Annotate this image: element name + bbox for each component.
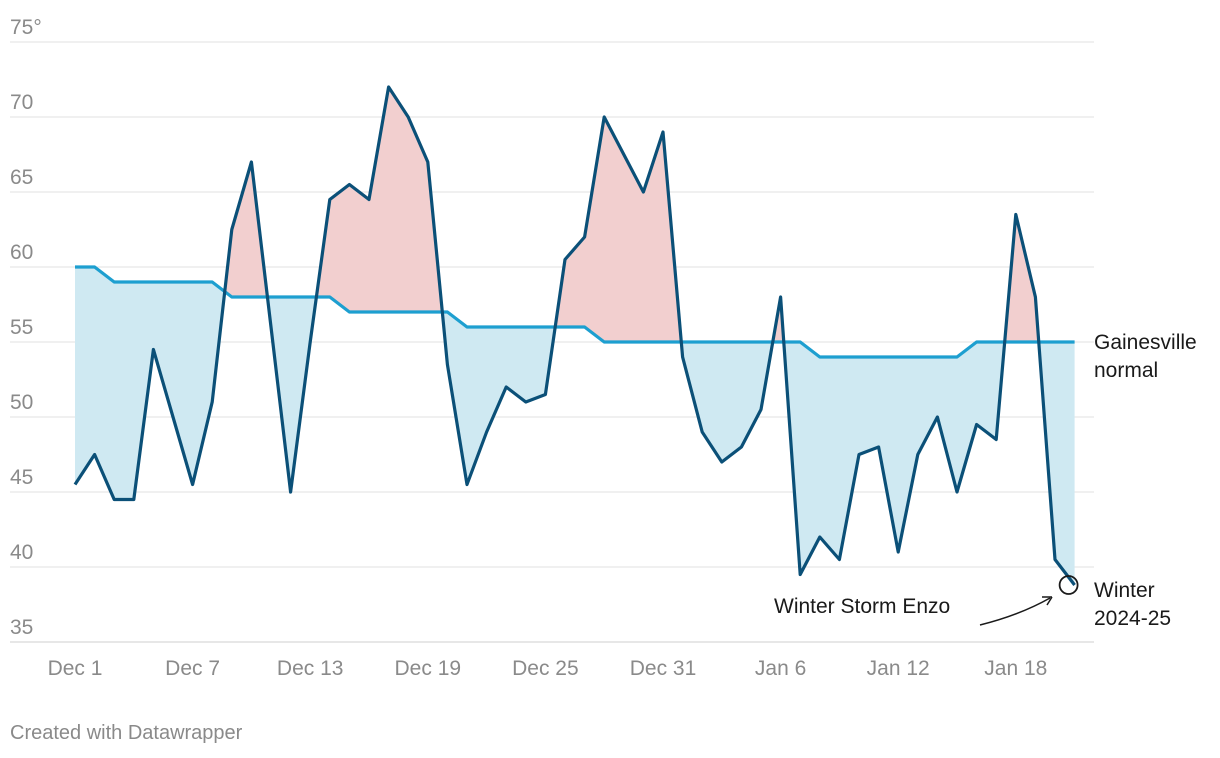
below-normal-fill — [75, 267, 225, 500]
x-tick-label: Dec 31 — [630, 657, 697, 680]
y-tick-label: 60 — [10, 241, 33, 264]
y-tick-label: 75° — [10, 16, 42, 39]
y-tick-label: 70 — [10, 91, 33, 114]
above-normal-fill — [555, 117, 682, 342]
annotation-arrowhead — [1042, 596, 1053, 606]
below-normal-fill — [681, 342, 773, 462]
y-tick-label: 35 — [10, 616, 33, 639]
y-tick-label: 40 — [10, 541, 33, 564]
x-tick-label: Jan 6 — [755, 657, 806, 680]
x-tick-label: Jan 18 — [984, 657, 1047, 680]
below-normal-fill — [783, 342, 1005, 575]
below-normal-fill — [1038, 342, 1075, 585]
normal-series-line — [75, 265, 1075, 359]
series-lines — [73, 85, 1076, 586]
x-tick-label: Dec 7 — [165, 657, 220, 680]
x-axis-labels: Dec 1 Dec 7 Dec 13 Dec 19 Dec 25 Dec 31 Jan 6 J… — [48, 657, 1048, 680]
annotation-arrow — [979, 597, 1051, 626]
x-tick-label: Dec 1 — [48, 657, 103, 680]
x-tick-label: Jan 12 — [867, 657, 930, 680]
below-normal-fill — [267, 297, 317, 492]
y-axis-labels: 75° 70 65 60 55 50 45 40 35 — [10, 16, 42, 639]
y-tick-label: 65 — [10, 166, 33, 189]
storm-marker-circle — [1058, 575, 1079, 595]
normal-series-label-line1: Gainesville — [1094, 331, 1197, 354]
y-tick-label: 50 — [10, 391, 33, 414]
x-tick-label: Dec 25 — [512, 657, 579, 680]
above-normal-fill — [316, 87, 443, 312]
above-normal-fill — [224, 162, 268, 297]
y-tick-label: 55 — [10, 316, 33, 339]
datawrapper-credit: Created with Datawrapper — [10, 722, 243, 744]
winter-storm-annotation: Winter Storm Enzo — [774, 595, 950, 618]
x-tick-label: Dec 19 — [395, 657, 462, 680]
y-tick-label: 45 — [10, 466, 33, 489]
winter-series-label-line2: 2024-25 — [1094, 607, 1171, 630]
below-normal-fill — [442, 312, 556, 485]
x-tick-label: Dec 13 — [277, 657, 344, 680]
normal-series-label-line2: normal — [1094, 359, 1158, 382]
winter-series-label-line1: Winter — [1094, 579, 1155, 602]
winter-series-line — [73, 85, 1076, 586]
area-fills — [75, 87, 1075, 585]
